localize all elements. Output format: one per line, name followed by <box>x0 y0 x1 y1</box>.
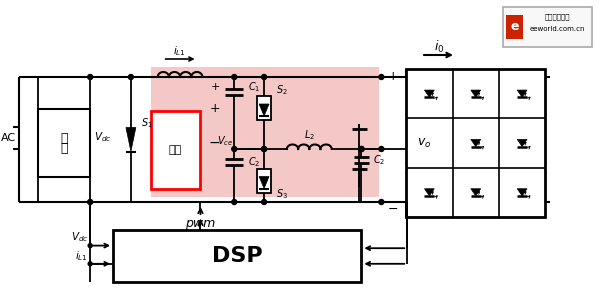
Polygon shape <box>471 139 481 147</box>
Text: $V_{dc}$: $V_{dc}$ <box>94 130 112 144</box>
Polygon shape <box>259 104 269 116</box>
Polygon shape <box>126 127 136 151</box>
Bar <box>38 109 90 177</box>
Text: +: + <box>210 102 220 115</box>
Bar <box>257 168 271 192</box>
Circle shape <box>232 146 237 151</box>
Polygon shape <box>517 189 527 196</box>
Text: $S_1$: $S_1$ <box>141 117 152 130</box>
Circle shape <box>262 200 266 205</box>
Circle shape <box>262 75 266 80</box>
Text: +: + <box>211 82 220 92</box>
Text: DSP: DSP <box>212 246 263 266</box>
Bar <box>503 7 592 47</box>
Text: AC: AC <box>1 133 16 143</box>
Circle shape <box>88 200 92 204</box>
Polygon shape <box>471 189 481 196</box>
Text: $V_{dc}$: $V_{dc}$ <box>71 231 88 244</box>
Text: −: − <box>388 203 398 216</box>
Polygon shape <box>259 176 269 189</box>
Circle shape <box>379 146 384 151</box>
Bar <box>151 67 379 197</box>
Text: $S_2$: $S_2$ <box>276 83 288 97</box>
Bar <box>406 69 545 217</box>
Circle shape <box>88 244 92 248</box>
Text: $i_{L1}$: $i_{L1}$ <box>75 249 88 263</box>
Text: $i_{L1}$: $i_{L1}$ <box>173 44 186 58</box>
Text: 电子工程世界: 电子工程世界 <box>545 14 570 20</box>
Text: e: e <box>510 20 519 34</box>
Polygon shape <box>424 189 434 196</box>
Text: +: + <box>388 70 398 83</box>
Circle shape <box>379 200 384 205</box>
Circle shape <box>88 75 92 80</box>
Bar <box>151 111 200 189</box>
Text: $L_2$: $L_2$ <box>304 128 315 142</box>
Polygon shape <box>517 90 527 97</box>
Text: eeworld.com.cn: eeworld.com.cn <box>530 26 585 32</box>
Circle shape <box>262 146 266 151</box>
Text: $V_{ce}$: $V_{ce}$ <box>217 134 233 148</box>
Circle shape <box>232 75 237 80</box>
Circle shape <box>232 200 237 205</box>
Polygon shape <box>517 139 527 147</box>
Text: 流: 流 <box>61 143 68 156</box>
Text: $C_2$: $C_2$ <box>248 155 260 169</box>
Text: pwm: pwm <box>185 217 215 230</box>
Text: 逆变: 逆变 <box>169 145 182 155</box>
Bar <box>506 15 523 39</box>
Circle shape <box>88 262 92 266</box>
Polygon shape <box>471 90 481 97</box>
Circle shape <box>359 146 364 151</box>
Text: 整: 整 <box>61 132 68 146</box>
Circle shape <box>88 200 92 205</box>
Text: $S_3$: $S_3$ <box>276 188 288 201</box>
Circle shape <box>359 146 364 151</box>
Text: $i_0$: $i_0$ <box>434 39 444 55</box>
Text: $C_2$: $C_2$ <box>373 153 386 167</box>
Text: $v_o$: $v_o$ <box>417 136 431 150</box>
Bar <box>113 230 361 282</box>
Bar <box>257 96 271 120</box>
Text: −: − <box>209 136 220 150</box>
Circle shape <box>379 75 384 80</box>
Circle shape <box>262 146 266 151</box>
Text: $C_1$: $C_1$ <box>248 80 260 94</box>
Circle shape <box>128 75 133 80</box>
Polygon shape <box>424 90 434 97</box>
